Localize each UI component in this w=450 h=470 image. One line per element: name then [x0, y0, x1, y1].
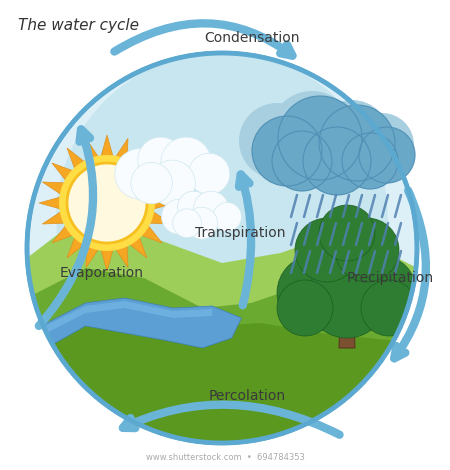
Polygon shape	[37, 301, 212, 333]
Circle shape	[138, 137, 184, 183]
Circle shape	[307, 258, 387, 338]
Circle shape	[299, 220, 395, 316]
Polygon shape	[39, 135, 175, 271]
Circle shape	[67, 163, 147, 243]
Circle shape	[314, 100, 390, 176]
Circle shape	[131, 163, 172, 204]
Circle shape	[239, 103, 315, 179]
Circle shape	[185, 207, 217, 239]
Circle shape	[277, 255, 353, 331]
Circle shape	[278, 96, 362, 180]
Circle shape	[319, 205, 375, 261]
Circle shape	[359, 127, 415, 183]
Circle shape	[189, 153, 230, 195]
Polygon shape	[27, 213, 417, 443]
Circle shape	[59, 155, 155, 251]
Text: Evaporation: Evaporation	[60, 266, 144, 280]
Circle shape	[342, 133, 398, 189]
Circle shape	[361, 280, 417, 336]
Circle shape	[335, 218, 399, 282]
Text: Percolation: Percolation	[208, 389, 286, 403]
Circle shape	[27, 53, 417, 443]
Polygon shape	[27, 268, 417, 443]
Circle shape	[350, 113, 414, 177]
Text: Condensation: Condensation	[204, 31, 300, 45]
Circle shape	[252, 116, 322, 186]
Circle shape	[194, 191, 229, 227]
Circle shape	[319, 105, 395, 181]
Circle shape	[272, 131, 332, 191]
Polygon shape	[31, 298, 242, 348]
Circle shape	[56, 52, 388, 384]
Circle shape	[277, 280, 333, 336]
Text: Precipitation: Precipitation	[346, 271, 433, 285]
Polygon shape	[339, 288, 355, 348]
Circle shape	[303, 127, 371, 195]
Circle shape	[270, 91, 354, 175]
Circle shape	[173, 209, 202, 238]
Polygon shape	[27, 318, 417, 443]
Circle shape	[115, 149, 166, 199]
Text: The water cycle: The water cycle	[18, 18, 139, 33]
Circle shape	[149, 160, 195, 206]
Circle shape	[213, 203, 242, 231]
Circle shape	[296, 117, 368, 189]
Text: www.shutterstock.com  •  694784353: www.shutterstock.com • 694784353	[145, 453, 305, 462]
Circle shape	[295, 218, 359, 282]
Circle shape	[161, 137, 212, 188]
Circle shape	[341, 255, 417, 331]
Circle shape	[162, 199, 197, 235]
Circle shape	[177, 191, 210, 223]
Text: Transpiration: Transpiration	[195, 226, 285, 240]
